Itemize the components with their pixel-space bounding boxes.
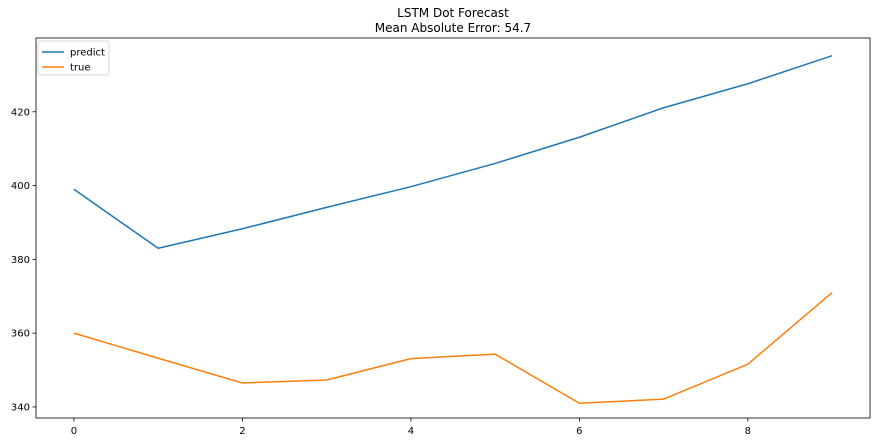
y-axis: 340 360 380 400 420 bbox=[11, 107, 36, 413]
series-line-true bbox=[73, 291, 833, 404]
legend-label-predict: predict bbox=[70, 48, 105, 59]
legend: predict true bbox=[37, 40, 110, 76]
x-tick-label: 6 bbox=[576, 426, 582, 437]
plot-area bbox=[35, 37, 871, 419]
chart-subtitle: Mean Absolute Error: 54.7 bbox=[375, 21, 531, 35]
x-tick-label: 0 bbox=[71, 426, 77, 437]
x-axis: 0 2 4 6 8 bbox=[71, 418, 751, 437]
y-tick-label: 340 bbox=[11, 402, 30, 413]
y-tick-label: 380 bbox=[11, 255, 30, 266]
x-tick-label: 8 bbox=[745, 426, 751, 437]
y-tick-label: 360 bbox=[11, 329, 30, 340]
series-line-predict bbox=[73, 54, 833, 250]
chart-title: LSTM Dot Forecast bbox=[397, 6, 509, 20]
series-lines bbox=[73, 54, 833, 404]
x-tick-label: 2 bbox=[239, 426, 245, 437]
legend-label-true: true bbox=[70, 63, 91, 74]
y-tick-label: 400 bbox=[11, 181, 30, 192]
x-tick-label: 4 bbox=[408, 426, 414, 437]
y-tick-label: 420 bbox=[11, 107, 30, 118]
